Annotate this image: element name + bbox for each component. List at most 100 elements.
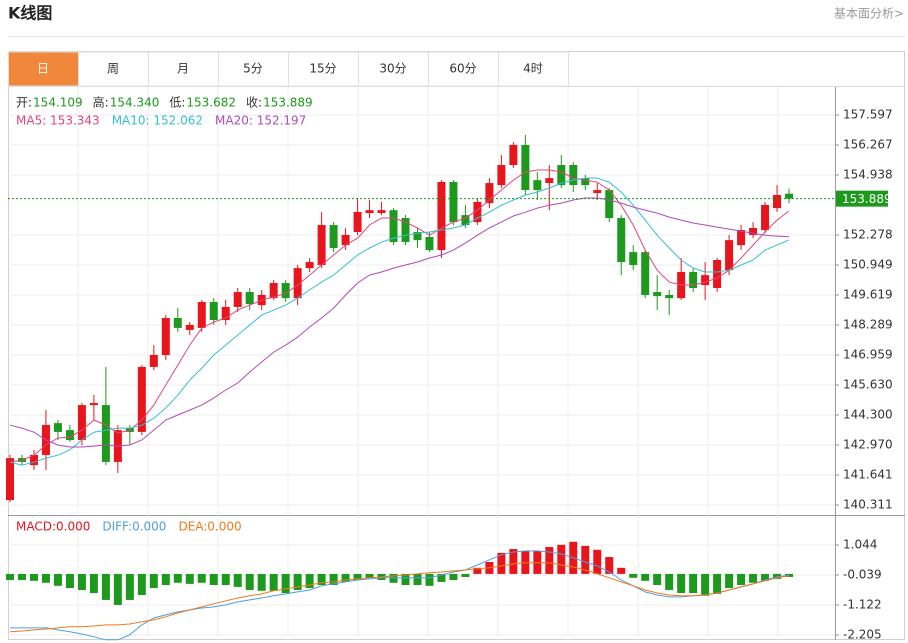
y-tick-label: 156.267	[843, 138, 893, 152]
candle-body	[629, 252, 638, 265]
y-tick-label: 148.289	[843, 318, 893, 332]
candle-body	[713, 260, 722, 288]
candle-body	[377, 210, 386, 214]
macd-bar	[197, 573, 206, 583]
macd-bar	[77, 573, 86, 590]
candle-body	[389, 210, 398, 242]
macd-bar	[29, 573, 38, 581]
candle-body	[401, 218, 410, 242]
macd-bar	[101, 573, 110, 600]
tab[interactable]	[78, 51, 149, 87]
tab-label[interactable]: 60分	[449, 62, 476, 76]
price-tag	[836, 190, 888, 207]
y-tick-label: 157.597	[843, 107, 893, 121]
chart-frame	[8, 51, 905, 640]
tab[interactable]	[358, 51, 429, 87]
macd-bar	[497, 552, 506, 574]
macd-bar	[221, 573, 230, 585]
candle-body	[161, 317, 170, 355]
candle-body	[761, 204, 770, 230]
candle-body	[29, 454, 38, 466]
macd-bar	[293, 573, 302, 590]
candle-body	[725, 240, 734, 271]
macd-bar	[209, 573, 218, 585]
macd-bar	[149, 573, 158, 589]
candle-body	[473, 202, 482, 223]
macd-bar	[17, 573, 26, 581]
macd-bar	[605, 557, 614, 574]
candle-body	[65, 430, 74, 441]
candle-body	[317, 225, 326, 265]
candle-body	[269, 283, 278, 299]
candle-body	[353, 211, 362, 233]
candle-body	[281, 283, 290, 299]
candle-body	[149, 354, 158, 367]
legend-entry: MA20: 152.197	[215, 114, 306, 128]
macd-bar	[305, 573, 314, 589]
tab-label[interactable]: 15分	[309, 62, 336, 76]
candle-body	[77, 405, 86, 441]
tab-label[interactable]: 30分	[379, 62, 406, 76]
legend-entry: DEA:0.000	[178, 520, 241, 534]
tab[interactable]	[498, 51, 569, 87]
macd-bar	[449, 573, 458, 581]
candle-body	[173, 317, 182, 328]
candle-body	[449, 181, 458, 223]
macd-bar	[6, 573, 14, 581]
candle-body	[185, 324, 194, 330]
tab-label[interactable]: 月	[177, 62, 189, 76]
price-tag-label: 153.889	[842, 192, 892, 206]
candle-body	[197, 301, 206, 328]
info-label: 开:	[16, 96, 32, 110]
tab[interactable]	[148, 51, 219, 87]
candle-body	[497, 165, 506, 186]
candle-body	[689, 271, 698, 288]
candle-body	[137, 366, 146, 432]
tab-label[interactable]: 5分	[243, 62, 263, 76]
legend-entry: DIFF:0.000	[102, 520, 166, 534]
candle-body	[221, 306, 230, 321]
tab-label[interactable]: 日	[37, 62, 49, 76]
macd-bar	[185, 573, 194, 584]
y-tick-label: -1.122	[843, 597, 882, 611]
macd-bar	[281, 573, 290, 594]
info-value: 154.109	[33, 96, 83, 110]
y-tick-label: 142.970	[843, 438, 893, 452]
tab[interactable]	[8, 51, 79, 87]
macd-bar	[557, 544, 566, 574]
candle-body	[569, 165, 578, 186]
macd-bar	[365, 573, 374, 578]
info-value: 153.889	[263, 96, 313, 110]
info-label: 收:	[246, 96, 262, 110]
y-tick-label: 144.300	[843, 408, 893, 422]
y-tick-label: -0.039	[843, 567, 882, 581]
macd-line	[10, 550, 790, 641]
y-tick-label: 1.044	[843, 537, 877, 551]
fundamental-link[interactable]: 基本面分析>	[834, 7, 904, 21]
candle-body	[557, 165, 566, 186]
macd-bar	[125, 573, 134, 600]
candle-body	[89, 403, 98, 406]
widget-title: K线图	[8, 4, 52, 23]
candle-body	[245, 292, 254, 305]
macd-bar	[425, 573, 434, 586]
macd-bar	[581, 545, 590, 574]
macd-bar	[737, 573, 746, 585]
candle-body	[485, 183, 494, 204]
candle-body	[581, 178, 590, 186]
tab-label[interactable]: 周	[107, 62, 119, 76]
y-tick-label: 154.938	[843, 167, 893, 181]
ma-line	[9, 177, 790, 466]
macd-bar	[233, 573, 242, 587]
macd-bar	[545, 547, 554, 574]
macd-bar	[413, 573, 422, 585]
macd-bar	[665, 573, 674, 590]
tab-label[interactable]: 4时	[523, 62, 543, 76]
tab[interactable]	[218, 51, 289, 87]
macd-bar	[161, 573, 170, 585]
candle-body	[653, 292, 662, 297]
candle-body	[209, 301, 218, 321]
macd-bar	[509, 548, 518, 574]
candle-body	[509, 144, 518, 166]
